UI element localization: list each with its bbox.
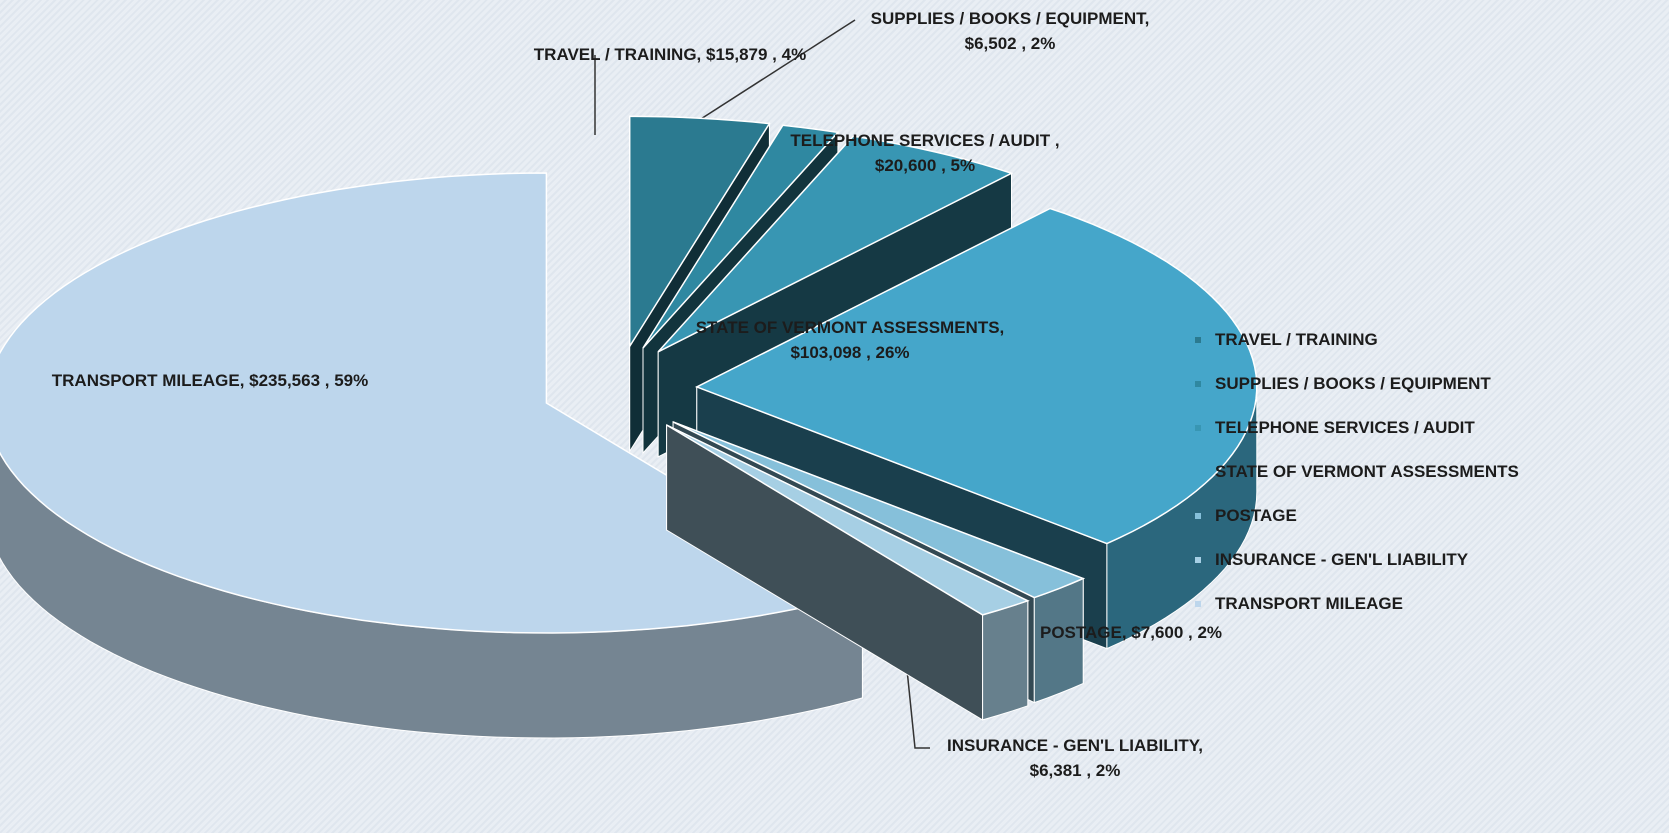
data-label: POSTAGE, $7,600 , 2%	[1040, 623, 1223, 642]
slice	[628, 115, 771, 349]
legend-swatch	[1195, 601, 1201, 607]
legend-entry: POSTAGE	[1195, 494, 1655, 538]
legend-entry: TRAVEL / TRAINING	[1195, 318, 1655, 362]
legend-swatch	[1195, 425, 1201, 431]
slice	[642, 124, 840, 349]
legend-entry: SUPPLIES / BOOKS / EQUIPMENT	[1195, 362, 1655, 406]
legend-entry: INSURANCE - GEN'L LIABILITY	[1195, 538, 1655, 582]
slice-side	[982, 600, 1029, 721]
legend-label: TELEPHONE SERVICES / AUDIT	[1215, 418, 1475, 437]
legend-entry: TRANSPORT MILEAGE	[1195, 582, 1655, 626]
slice	[0, 172, 865, 634]
data-label: STATE OF VERMONT ASSESSMENTS, $103,098 ,…	[695, 318, 1005, 362]
slice	[672, 421, 1086, 599]
data-label: SUPPLIES / BOOKS / EQUIPMENT, $6,502 , 2…	[870, 9, 1150, 53]
leader-line	[904, 649, 930, 749]
legend-swatch	[1195, 381, 1201, 387]
legend-entry: STATE OF VERMONT ASSESSMENTS	[1195, 450, 1655, 494]
slice	[694, 207, 1258, 545]
legend-label: INSURANCE - GEN'L LIABILITY	[1215, 550, 1469, 569]
data-label: INSURANCE - GEN'L LIABILITY, $6,381 , 2%	[947, 736, 1203, 780]
legend-label: TRAVEL / TRAINING	[1215, 330, 1378, 349]
legend-swatch	[1195, 557, 1201, 563]
legend-swatch	[1195, 469, 1201, 475]
legend-entry: TELEPHONE SERVICES / AUDIT	[1195, 406, 1655, 450]
legend-label: POSTAGE	[1215, 506, 1297, 525]
legend-label: STATE OF VERMONT ASSESSMENTS	[1215, 462, 1519, 481]
slice	[657, 135, 1014, 353]
legend-swatch	[1195, 337, 1201, 343]
data-label: TRAVEL / TRAINING, $15,879 , 4%	[533, 45, 807, 64]
legend-swatch	[1195, 513, 1201, 519]
legend-label: TRANSPORT MILEAGE	[1215, 594, 1403, 613]
slice	[666, 424, 1030, 616]
data-label: TRANSPORT MILEAGE, $235,563 , 59%	[51, 371, 369, 390]
legend: TRAVEL / TRAINING SUPPLIES / BOOKS / EQUI…	[1195, 318, 1655, 626]
legend-label: SUPPLIES / BOOKS / EQUIPMENT	[1215, 374, 1491, 393]
data-label: TELEPHONE SERVICES / AUDIT , $20,600 , 5…	[790, 131, 1060, 175]
